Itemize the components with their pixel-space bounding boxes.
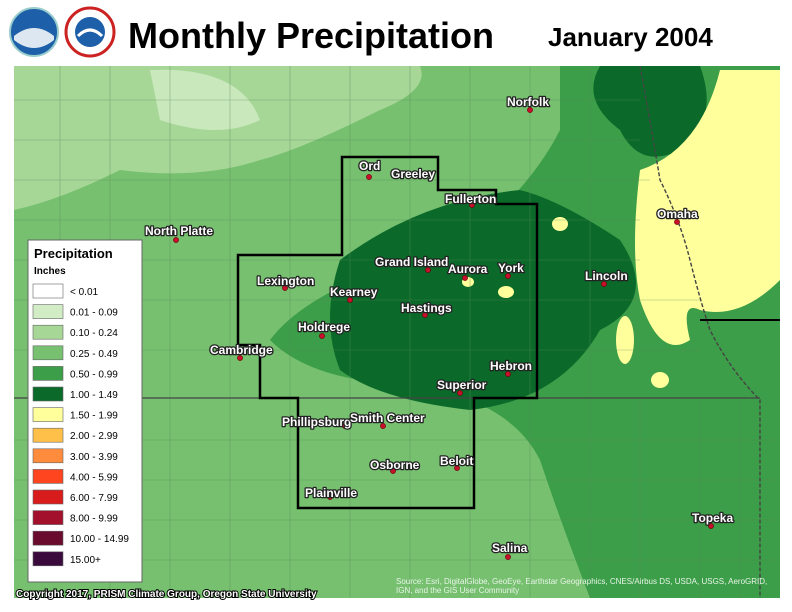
city-dot bbox=[505, 371, 511, 377]
copyright: Copyright 2017, PRISM Climate Group, Ore… bbox=[16, 589, 317, 600]
city-label: North Platte bbox=[145, 224, 213, 238]
city-label: Osborne bbox=[370, 458, 420, 472]
legend-swatch bbox=[32, 551, 64, 567]
city-label: Superior bbox=[437, 378, 487, 392]
legend-swatch bbox=[32, 510, 64, 525]
legend-label: 4.00 - 5.99 bbox=[70, 472, 118, 483]
city-label: Hebron bbox=[490, 359, 532, 373]
logos bbox=[9, 6, 116, 58]
legend-swatch bbox=[32, 407, 64, 422]
city-dot bbox=[347, 297, 353, 303]
city-label: Greeley bbox=[391, 167, 435, 181]
city-dot bbox=[505, 554, 511, 560]
legend-label: 10.00 - 14.99 bbox=[70, 534, 129, 545]
city-label: Ord bbox=[359, 159, 380, 173]
city-label: Hastings bbox=[401, 301, 452, 315]
city-dot bbox=[282, 285, 288, 291]
city-dot bbox=[366, 174, 372, 180]
city-label: Lincoln bbox=[585, 269, 628, 283]
legend-swatch bbox=[32, 304, 64, 319]
legend-label: 0.01 - 0.09 bbox=[70, 308, 118, 319]
source-credit: Source: Esri, DigitalGlobe, GeoEye, Eart… bbox=[396, 577, 768, 595]
city-dot bbox=[454, 465, 460, 471]
city-label: Cambridge bbox=[210, 343, 273, 357]
city-dot bbox=[505, 273, 511, 279]
city-label: Topeka bbox=[692, 511, 733, 525]
legend-swatch bbox=[32, 345, 64, 361]
city-dot bbox=[342, 423, 348, 429]
city-label: Plainville bbox=[305, 486, 357, 500]
city-label: Fullerton bbox=[445, 192, 496, 206]
legend-label: 0.50 - 0.99 bbox=[70, 369, 118, 380]
legend-swatch bbox=[32, 386, 64, 402]
river-border bbox=[639, 65, 761, 598]
legend-label: 0.10 - 0.24 bbox=[70, 328, 118, 339]
title: Monthly Precipitation bbox=[128, 15, 494, 56]
city-dot bbox=[527, 107, 533, 113]
city-label: Beloit bbox=[440, 454, 473, 468]
legend-label: 1.00 - 1.49 bbox=[70, 390, 118, 401]
legend-label: < 0.01 bbox=[70, 287, 99, 298]
legend-label: 3.00 - 3.99 bbox=[70, 452, 118, 463]
city-dot bbox=[457, 390, 463, 396]
city-dot bbox=[601, 281, 607, 287]
city-label: Aurora bbox=[448, 262, 488, 276]
city-label: York bbox=[498, 261, 524, 275]
city-dot bbox=[422, 312, 428, 318]
city-label: Phillipsburg bbox=[282, 415, 351, 429]
city-dot bbox=[173, 237, 179, 243]
legend-swatch bbox=[32, 366, 64, 381]
city-label: Lexington bbox=[257, 274, 314, 288]
city-dot bbox=[674, 219, 680, 225]
cities: Norfolk Ord Greeley Fullerton North Platte Gr… bbox=[144, 94, 735, 560]
legend-swatch bbox=[32, 427, 64, 443]
city-label: Norfolk bbox=[507, 95, 549, 109]
city-dot bbox=[237, 355, 243, 361]
legend-units: Inches bbox=[34, 266, 66, 277]
legend-swatch bbox=[32, 448, 64, 464]
city-dot bbox=[462, 275, 468, 281]
legend: Precipitation Inches < 0.01 0.01 - 0.09 0.… bbox=[27, 239, 143, 583]
date: January 2004 bbox=[548, 22, 713, 52]
city-label: Salina bbox=[492, 541, 528, 555]
city-label: Grand Island bbox=[375, 255, 448, 269]
city-dot bbox=[390, 468, 396, 474]
legend-label: 6.00 - 7.99 bbox=[70, 493, 118, 504]
legend-label: 8.00 - 9.99 bbox=[70, 514, 118, 525]
legend-swatch bbox=[32, 489, 64, 505]
city-dot bbox=[319, 333, 325, 339]
city-dot bbox=[421, 173, 427, 179]
city-label: Omaha bbox=[657, 207, 698, 221]
legend-swatch bbox=[32, 530, 64, 546]
legend-label: 15.00+ bbox=[70, 555, 101, 566]
legend-label: 1.50 - 1.99 bbox=[70, 411, 118, 422]
city-dot bbox=[425, 267, 431, 273]
legend-label: 0.25 - 0.49 bbox=[70, 349, 118, 360]
city-label: Holdrege bbox=[298, 320, 350, 334]
city-label: Kearney bbox=[330, 285, 378, 299]
city-dot bbox=[469, 202, 475, 208]
legend-swatch bbox=[32, 469, 64, 484]
city-dot bbox=[380, 423, 386, 429]
legend-swatch bbox=[32, 283, 64, 299]
legend-label: 2.00 - 2.99 bbox=[70, 431, 118, 442]
cwa-boundary bbox=[236, 155, 539, 510]
city-label: Smith Center bbox=[350, 411, 425, 425]
legend-title: Precipitation bbox=[34, 246, 113, 261]
city-dot bbox=[327, 494, 333, 500]
city-dot bbox=[708, 523, 714, 529]
legend-swatch bbox=[32, 324, 64, 340]
